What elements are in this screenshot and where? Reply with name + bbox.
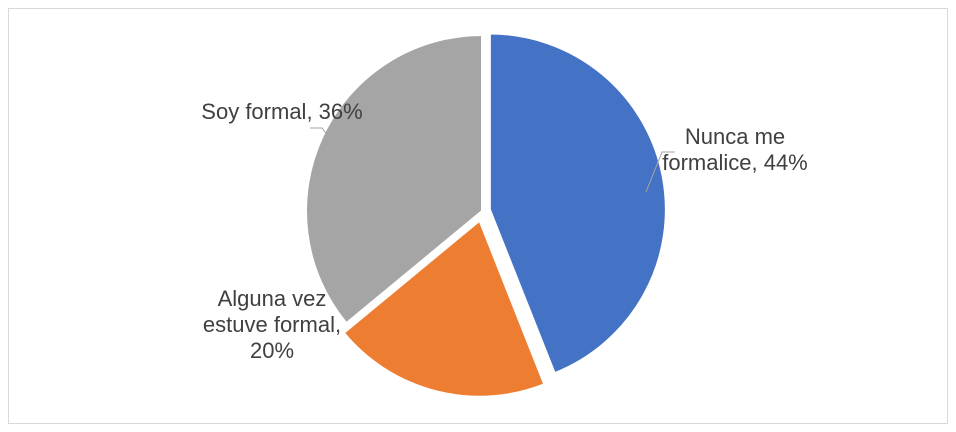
data-label: Soy formal, 36%	[201, 99, 363, 124]
data-label: Alguna vez estuve formal, 20%	[202, 286, 342, 363]
leader-line	[645, 151, 675, 193]
leader-line	[310, 127, 346, 159]
pie-slice	[305, 33, 483, 325]
pie-slice	[488, 32, 667, 375]
pie-slice	[342, 219, 546, 398]
data-label: Nunca me formalice, 44%	[662, 124, 808, 175]
